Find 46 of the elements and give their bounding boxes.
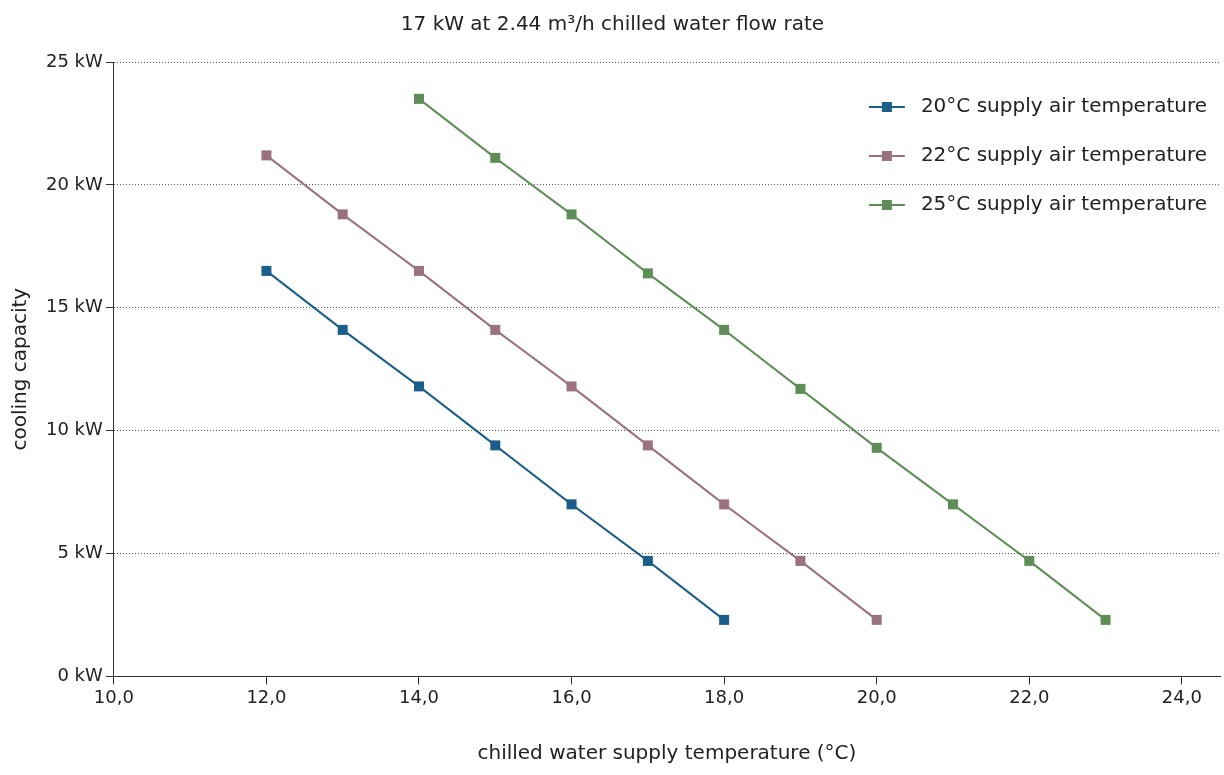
x-tick-label: 22,0 <box>1009 685 1050 707</box>
x-tick-label: 18,0 <box>704 685 745 707</box>
x-axis-title: chilled water supply temperature (°C) <box>477 740 857 765</box>
point <box>490 324 501 335</box>
point <box>871 442 882 453</box>
point <box>1100 614 1111 625</box>
point <box>566 209 577 220</box>
x-tick-label: 16,0 <box>551 685 592 707</box>
point <box>566 381 577 392</box>
point <box>490 152 501 163</box>
point <box>719 324 730 335</box>
legend-label: 22°C supply air temperature <box>920 142 1208 167</box>
point <box>719 614 730 625</box>
y-tick-label: 25 kW <box>45 49 104 71</box>
point <box>566 499 577 510</box>
point <box>413 381 424 392</box>
x-tick-label: 14,0 <box>398 685 440 707</box>
point <box>719 499 730 510</box>
legend-label: 20°C supply air temperature <box>920 93 1208 118</box>
point <box>1024 555 1035 566</box>
point <box>642 555 653 566</box>
point <box>490 440 501 451</box>
y-tick-label: 0 kW <box>57 664 104 686</box>
point <box>948 499 958 510</box>
y-tick-label: 10 kW <box>45 418 104 440</box>
point <box>642 268 653 279</box>
point <box>413 265 424 276</box>
point <box>871 614 882 625</box>
point <box>261 265 272 276</box>
y-axis-title: cooling capacity <box>7 287 32 451</box>
point <box>261 150 272 161</box>
x-tick-label: 24,0 <box>1161 685 1202 707</box>
point <box>337 324 348 335</box>
x-tick-label: 12,0 <box>246 685 287 707</box>
x-tick-label: 20,0 <box>856 685 897 707</box>
point <box>337 209 348 220</box>
y-tick-label: 15 kW <box>45 295 104 317</box>
y-tick-label: 20 kW <box>45 172 104 194</box>
point <box>413 93 424 104</box>
point <box>795 555 806 566</box>
point <box>642 440 653 451</box>
chart-title: 17 kW at 2.44 m³/h chilled water flow rate <box>400 11 825 36</box>
x-tick-label: 10,0 <box>93 685 134 707</box>
point <box>795 383 806 394</box>
y-tick-label: 5 kW <box>57 541 104 563</box>
legend-label: 25°C supply air temperature <box>920 191 1208 216</box>
